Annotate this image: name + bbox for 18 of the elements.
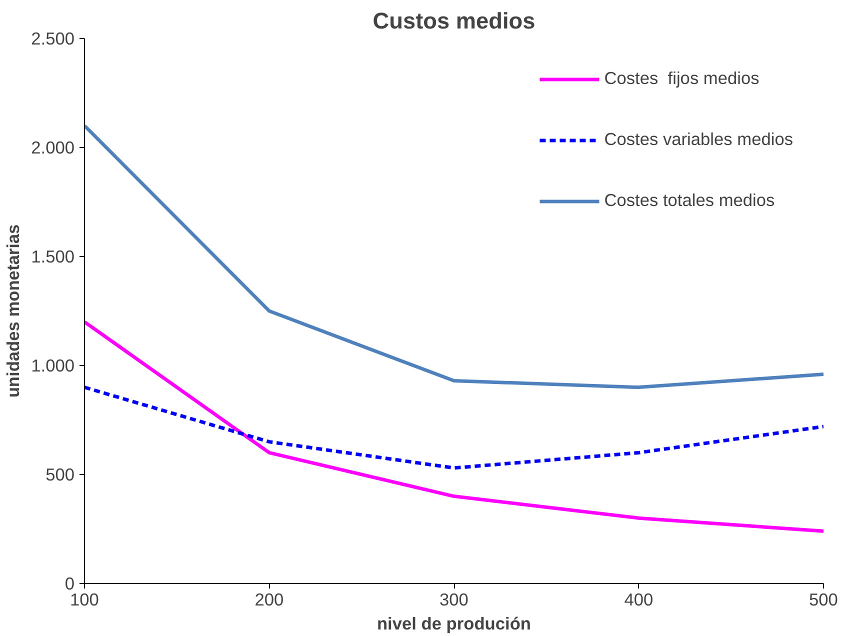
x-tick-label: 500	[809, 590, 838, 610]
x-tick-label: 200	[254, 590, 284, 610]
legend-label: Costes fijos medios	[604, 68, 760, 89]
line-series	[84, 124, 824, 390]
y-tick-label: 2.000	[31, 138, 75, 158]
line-series	[84, 320, 824, 533]
line-series	[84, 386, 824, 470]
y-tick-label: 1.500	[31, 246, 75, 266]
y-tick-label: 2.500	[31, 28, 75, 48]
chart-title: Custos medios	[372, 8, 536, 34]
y-axis-title: unidades monetarias	[3, 224, 24, 398]
x-axis-title: nivel de produción	[376, 614, 532, 634]
legend-label: Costes variables medios	[604, 129, 793, 150]
y-tick-label: 500	[46, 464, 75, 484]
x-tick-label: 300	[440, 590, 468, 610]
legend-label: Costes totales medios	[604, 190, 775, 211]
y-tick-label: 1.000	[31, 356, 75, 376]
x-tick-label: 400	[624, 590, 654, 610]
